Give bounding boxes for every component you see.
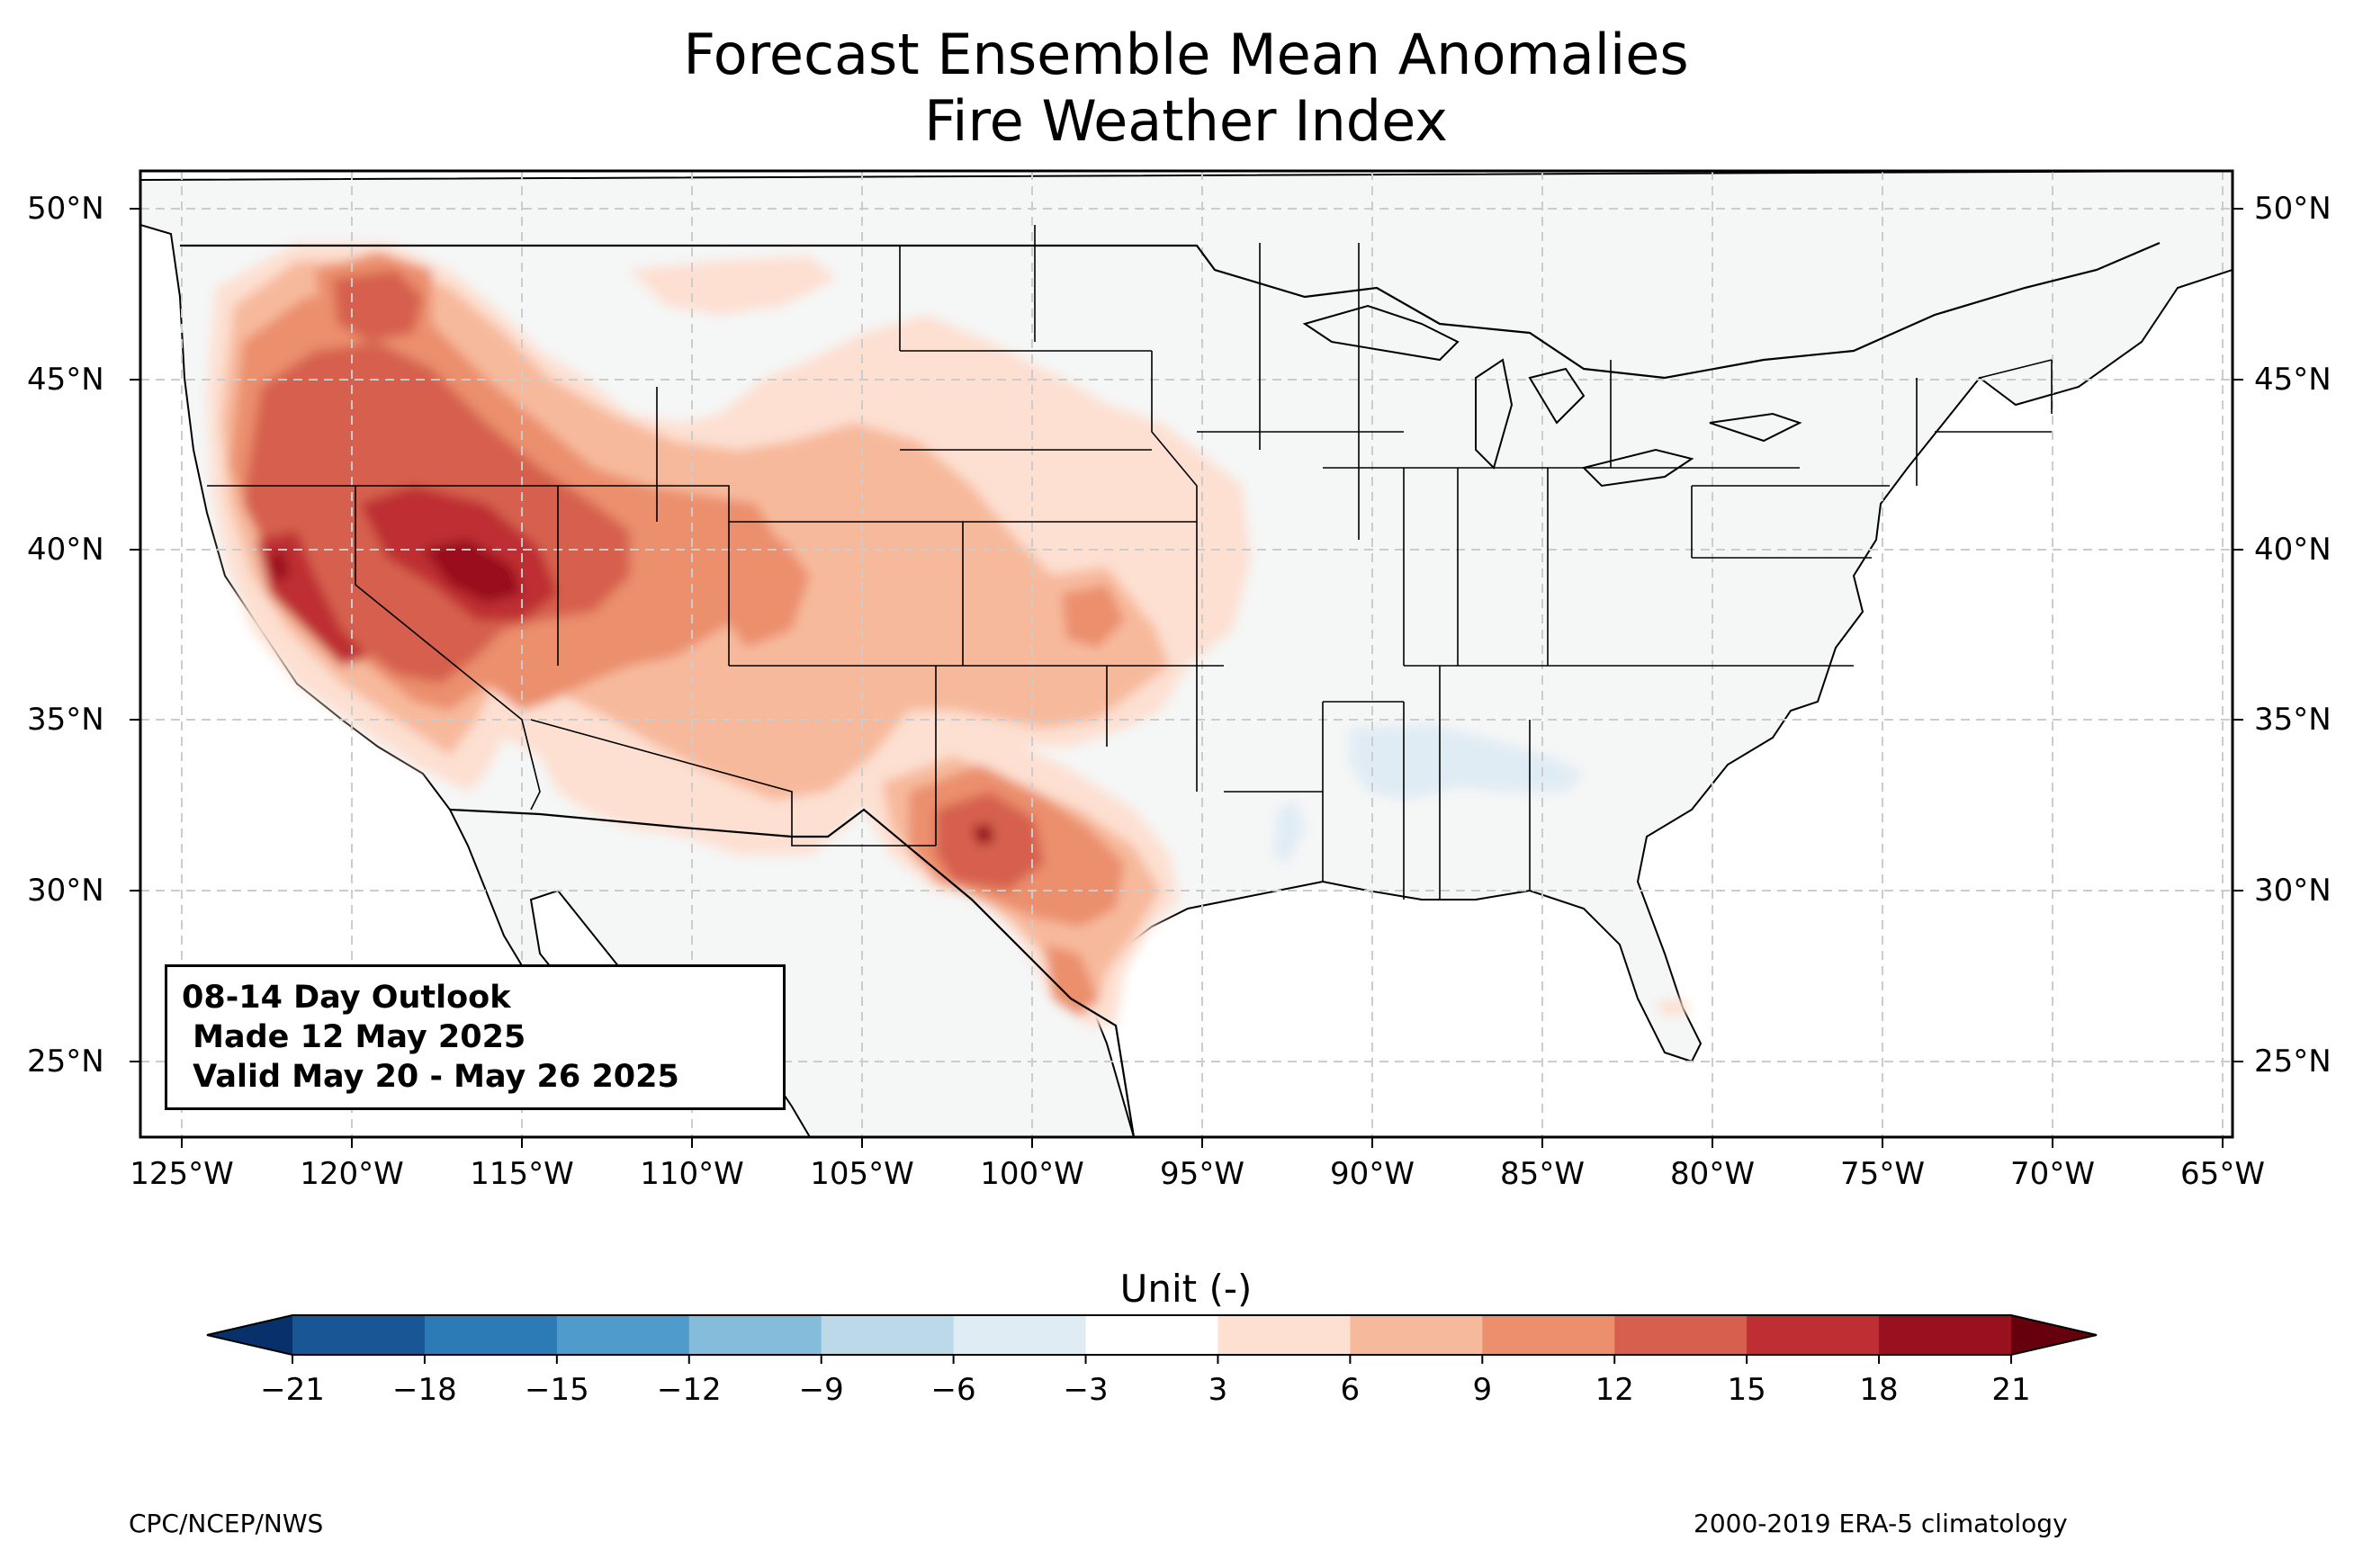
coastlines <box>1302 304 1802 488</box>
lat-label-right-30: 30°N <box>2254 873 2332 909</box>
colorbar-segment <box>1879 1315 2012 1355</box>
lat-label-right-25: 25°N <box>2254 1044 2332 1080</box>
lon-label-65w: 65°W <box>2180 1156 2265 1192</box>
lat-label-right-50: 50°N <box>2254 191 2332 227</box>
colorbar-tick-label: −12 <box>656 1372 722 1408</box>
colorbar-segment <box>688 1315 822 1355</box>
lon-label-105w: 105°W <box>810 1156 914 1192</box>
anomaly-fill-18-21-tx <box>972 823 994 846</box>
lat-label-right-40: 40°N <box>2254 532 2332 568</box>
lat-label-left-40: 40°N <box>27 532 104 568</box>
anomaly-fill-neg-3-6-ms <box>1350 724 1584 801</box>
colorbar <box>206 1314 2098 1364</box>
colorbar-segment <box>953 1315 1087 1355</box>
colorbar-segment <box>1350 1315 1483 1355</box>
lat-label-left-35: 35°N <box>27 702 104 738</box>
footer-climatology: 2000-2019 ERA-5 climatology <box>1694 1509 2068 1538</box>
colorbar-extend-high <box>2011 1315 2097 1355</box>
lon-label-125w: 125°W <box>130 1156 234 1192</box>
lon-label-90w: 90°W <box>1330 1156 1415 1192</box>
colorbar-tick-label: 12 <box>1595 1372 1634 1408</box>
country-borders <box>180 241 2161 1137</box>
outlook-period: 08-14 Day Outlook <box>182 980 511 1016</box>
colorbar-tick-label: −21 <box>260 1372 325 1408</box>
outlook-info-box: 08-14 Day Outlook Made 12 May 2025 Valid… <box>165 964 786 1110</box>
anomaly-fill-9-12-ks <box>1062 585 1125 648</box>
lat-label-right-35: 35°N <box>2254 702 2332 738</box>
colorbar-tick-label: 15 <box>1727 1372 1766 1408</box>
anomaly-fill-9-12-co <box>720 540 810 648</box>
colorbar-tick-label: 3 <box>1208 1372 1228 1408</box>
colorbar-segment <box>821 1315 955 1355</box>
map-frame <box>139 169 2234 1139</box>
lon-label-110w: 110°W <box>640 1156 744 1192</box>
lat-label-left-30: 30°N <box>27 873 104 909</box>
anomaly-fill-3-6-florida <box>1656 999 1692 1017</box>
colorbar-tick-label: −15 <box>524 1372 589 1408</box>
chart-title: Forecast Ensemble Mean Anomalies <box>683 22 1689 87</box>
chart-subtitle: Fire Weather Index <box>924 88 1448 154</box>
colorbar-segment <box>1614 1315 1748 1355</box>
outlook-valid-range: Valid May 20 - May 26 2025 <box>182 1059 679 1095</box>
axis-ticks <box>130 208 2243 1148</box>
lat-label-right-45: 45°N <box>2254 362 2332 398</box>
colorbar-extend-low <box>207 1315 292 1355</box>
colorbar-segment <box>424 1315 558 1355</box>
lat-label-left-25: 25°N <box>27 1044 104 1080</box>
lat-label-left-45: 45°N <box>27 362 104 398</box>
colorbar-tick-label: −18 <box>392 1372 457 1408</box>
colorbar-tick-label: −6 <box>930 1372 976 1408</box>
lon-label-100w: 100°W <box>980 1156 1084 1192</box>
anomaly-fill-neg-3-6-la <box>1273 801 1305 864</box>
lat-label-left-50: 50°N <box>27 191 104 227</box>
colorbar-tick-label: −3 <box>1063 1372 1109 1408</box>
outlook-made-date: Made 12 May 2025 <box>182 1019 526 1055</box>
colorbar-segment <box>1747 1315 1880 1355</box>
state-boundaries <box>207 225 2053 900</box>
colorbar-segment <box>556 1315 690 1355</box>
colorbar-segment <box>292 1315 426 1355</box>
anomaly-fill-9-12-texas-tail <box>1044 945 1098 1017</box>
lon-label-115w: 115°W <box>470 1156 574 1192</box>
anomaly-fill-12-15-nw <box>333 270 423 342</box>
anomaly-fill-3-6-north <box>630 256 837 315</box>
colorbar-tick-label: 6 <box>1340 1372 1361 1408</box>
footer-source: CPC/NCEP/NWS <box>129 1509 324 1538</box>
colorbar-tick-label: 18 <box>1859 1372 1899 1408</box>
lon-label-75w: 75°W <box>1840 1156 1925 1192</box>
colorbar-segment <box>1482 1315 1615 1355</box>
colorbar-tick-label: 21 <box>1991 1372 2031 1408</box>
colorbar-tick-label: 9 <box>1472 1372 1493 1408</box>
colorbar-title: Unit (-) <box>1119 1267 1253 1311</box>
anomaly-fill-18-21-ca <box>268 551 290 583</box>
colorbar-segment <box>1217 1315 1351 1355</box>
gridlines <box>140 171 2233 1137</box>
lon-label-95w: 95°W <box>1160 1156 1244 1192</box>
lon-label-70w: 70°W <box>2010 1156 2095 1192</box>
colorbar-segment <box>1085 1315 1218 1355</box>
lon-label-85w: 85°W <box>1500 1156 1585 1192</box>
lon-label-120w: 120°W <box>300 1156 404 1192</box>
colorbar-tick-label: −9 <box>798 1372 844 1408</box>
anomaly-fill-18-21-nv <box>423 540 522 603</box>
lon-label-80w: 80°W <box>1670 1156 1755 1192</box>
